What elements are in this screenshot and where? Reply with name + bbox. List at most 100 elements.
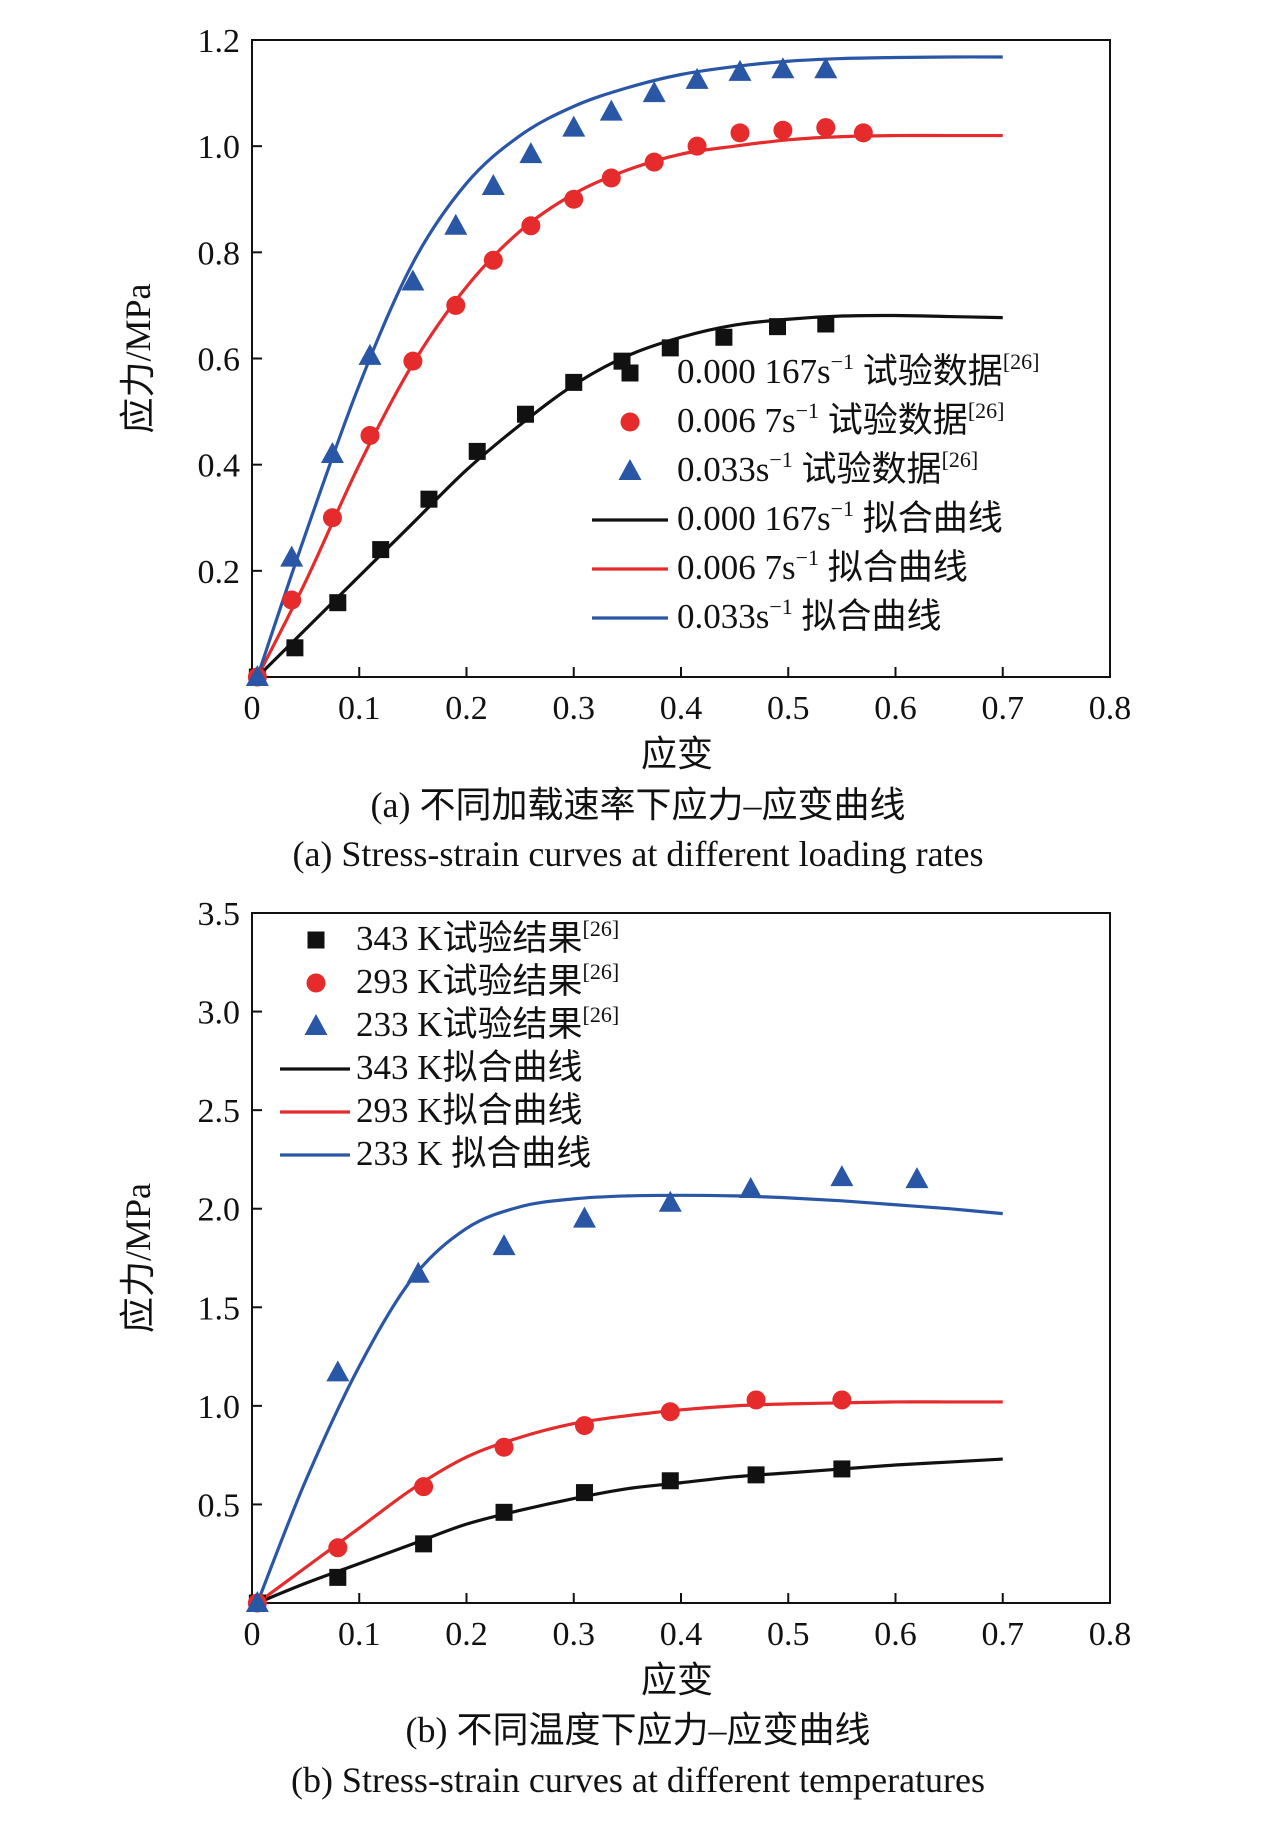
data-point-a-blue: [481, 173, 505, 195]
caption-en: (b) Stress-strain curves at different te…: [291, 1760, 985, 1800]
data-point-a-blue: [728, 59, 752, 81]
data-point-b-red: [832, 1390, 852, 1410]
legend-label: 0.033s−1 试验数据[26]: [677, 447, 978, 489]
y-axis-label: 应力/MPa: [118, 283, 158, 433]
fit-line-b-black: [256, 1457, 1003, 1605]
caption-cn: (a) 不同加载速率下应力–应变曲线: [371, 785, 906, 825]
data-point-b-black: [747, 1466, 765, 1484]
fit-line-b-blue: [255, 1193, 1003, 1604]
data-point-a-blue: [320, 442, 344, 464]
x-tick-label: 0: [244, 1616, 261, 1653]
data-point-a-blue: [642, 81, 666, 103]
data-point-a-red: [816, 118, 836, 138]
x-tick-label: 0.8: [1089, 690, 1132, 727]
y-tick-label: 0.8: [198, 235, 241, 272]
legend-label: 233 K 拟合曲线: [356, 1134, 591, 1173]
legend-label: 293 K试验结果[26]: [356, 959, 619, 1001]
data-point-a-red: [360, 425, 380, 445]
y-axis-label: 应力/MPa: [118, 1183, 158, 1333]
data-point-b-black: [575, 1484, 593, 1502]
data-point-b-black: [661, 1472, 679, 1490]
x-tick-label: 0: [244, 690, 261, 727]
chart-panel-a: 0 0.1 0.2 0.3 0.4 0.5 0.6 0.7 0.8 0.2 0.4 0.6 0.8 1.0…: [118, 23, 1131, 874]
data-point-b-blue: [406, 1261, 430, 1283]
data-point-a-black: [329, 594, 347, 612]
data-point-a-black: [468, 442, 486, 460]
y-tick-label: 0.5: [198, 1487, 241, 1524]
data-point-a-black: [420, 490, 438, 508]
data-point-a-black: [715, 328, 733, 346]
x-tick-label: 0.7: [982, 1616, 1025, 1653]
data-point-a-red: [403, 351, 423, 371]
x-tick-label: 0.1: [338, 690, 381, 727]
x-tick-label: 0.4: [660, 1616, 703, 1653]
legend-marker: [620, 412, 640, 432]
x-tick-label: 0.5: [767, 690, 810, 727]
data-point-b-red: [414, 1477, 434, 1497]
legend-label: 343 K试验结果[26]: [356, 916, 619, 958]
data-point-a-red: [773, 120, 793, 140]
data-point-b-black: [495, 1503, 513, 1521]
data-point-b-blue: [658, 1190, 682, 1212]
data-point-b-red: [660, 1402, 680, 1422]
legend-a: 0.000 167s−1 试验数据[26] 0.006 7s−1 试验数据[26]…: [592, 349, 1039, 636]
data-point-a-blue: [401, 269, 425, 291]
data-point-a-black: [769, 318, 787, 336]
data-point-b-black: [833, 1460, 851, 1478]
x-tick-label: 0.3: [553, 690, 596, 727]
fit-line-a-blue: [255, 55, 1003, 678]
chart-panel-b: 0 0.1 0.2 0.3 0.4 0.5 0.6 0.7 0.8 0.5 1.0 1.5 2.0 2.5…: [118, 896, 1131, 1800]
legend-label: 233 K试验结果[26]: [356, 1002, 619, 1044]
data-point-b-blue: [830, 1165, 854, 1187]
data-point-a-red: [853, 123, 873, 143]
data-point-a-red: [687, 136, 707, 156]
y-tick-label: 3.5: [198, 896, 241, 933]
x-tick-label: 0.7: [982, 690, 1025, 727]
x-tick-label: 0.1: [338, 1616, 381, 1653]
y-tick-label: 2.0: [198, 1192, 241, 1229]
data-point-a-red: [483, 250, 503, 270]
legend-marker: [307, 931, 325, 949]
legend-label: 343 K拟合曲线: [356, 1048, 583, 1087]
data-point-b-red: [746, 1390, 766, 1410]
data-point-a-red: [730, 123, 750, 143]
x-tick-label: 0.2: [445, 690, 488, 727]
legend-marker: [304, 1014, 328, 1035]
data-point-a-blue: [771, 57, 795, 79]
data-point-a-red: [601, 168, 621, 188]
fit-line-b-red: [256, 1400, 1003, 1605]
y-tick-label: 2.5: [198, 1093, 241, 1130]
data-point-b-blue: [245, 1591, 269, 1612]
x-axis-label: 应变: [641, 1660, 713, 1700]
y-tick-label: 0.4: [198, 448, 241, 485]
data-point-a-blue: [444, 213, 468, 235]
data-point-a-red: [644, 152, 664, 172]
caption-cn: (b) 不同温度下应力–应变曲线: [406, 1710, 871, 1750]
data-point-b-black: [329, 1568, 347, 1586]
x-axis-label: 应变: [641, 734, 713, 774]
data-point-b-blue: [905, 1167, 929, 1189]
legend-label: 293 K拟合曲线: [356, 1091, 583, 1130]
legend-label: 0.006 7s−1 试验数据[26]: [677, 398, 1004, 440]
y-tick-label: 1.5: [198, 1290, 241, 1327]
data-point-a-blue: [814, 57, 838, 79]
legend-marker: [621, 364, 639, 382]
data-point-b-blue: [739, 1177, 763, 1198]
x-tick-label: 0.5: [767, 1616, 810, 1653]
data-point-a-blue: [280, 545, 304, 567]
data-point-a-black: [286, 639, 304, 657]
x-tick-label: 0.2: [445, 1616, 488, 1653]
data-point-b-red: [574, 1416, 594, 1436]
data-point-a-red: [446, 295, 466, 315]
data-point-a-blue: [245, 665, 269, 686]
data-point-a-blue: [562, 115, 586, 137]
data-point-a-blue: [599, 99, 623, 121]
legend-marker: [306, 973, 326, 993]
data-point-a-blue: [358, 343, 382, 365]
x-tick-label: 0.8: [1089, 1616, 1132, 1653]
data-point-b-black: [415, 1535, 433, 1553]
data-point-a-black: [516, 405, 534, 423]
legend-label: 0.033s−1 拟合曲线: [677, 594, 942, 636]
x-tick-label: 0.4: [660, 690, 703, 727]
